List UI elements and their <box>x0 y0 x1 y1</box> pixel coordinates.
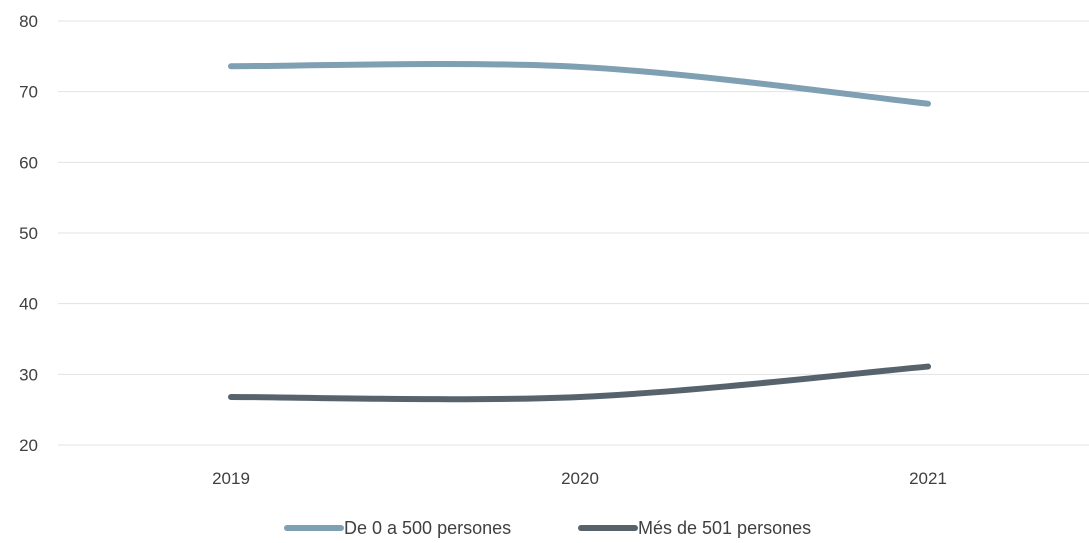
x-axis-tick-labels: 2019 2020 2021 <box>212 469 947 488</box>
x-tick-label: 2019 <box>212 469 250 488</box>
y-tick-label: 40 <box>19 295 38 314</box>
x-tick-label: 2021 <box>909 469 947 488</box>
legend: De 0 a 500 persones Més de 501 persones <box>284 518 811 538</box>
y-tick-label: 20 <box>19 436 38 455</box>
legend-label-1: De 0 a 500 persones <box>344 518 511 538</box>
series-line-1 <box>228 60 931 107</box>
y-tick-label: 30 <box>19 365 38 384</box>
y-tick-label: 60 <box>19 153 38 172</box>
y-tick-label: 80 <box>19 12 38 31</box>
x-tick-label: 2020 <box>561 469 599 488</box>
legend-label-2: Més de 501 persones <box>638 518 811 538</box>
gridlines <box>58 20 1089 446</box>
y-tick-label: 70 <box>19 83 38 102</box>
y-tick-label: 50 <box>19 224 38 243</box>
y-axis-tick-labels: 20 30 40 50 60 70 80 <box>19 12 38 455</box>
series-lines <box>228 60 931 403</box>
series-line-2 <box>228 363 931 403</box>
